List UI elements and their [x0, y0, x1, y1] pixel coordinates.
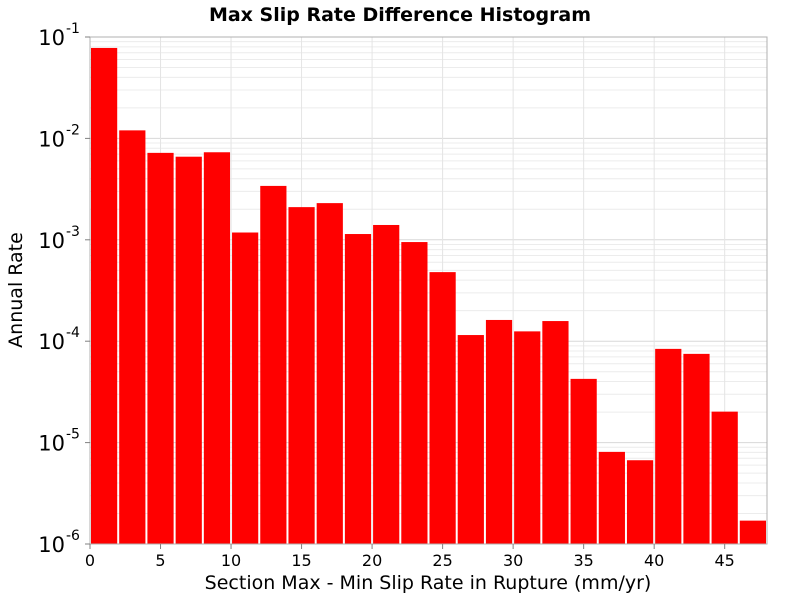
y-axis-label: Annual Rate: [5, 232, 27, 348]
histogram-bar: [260, 185, 287, 545]
y-tick-exponent: -6: [66, 528, 80, 544]
histogram-bar: [119, 130, 146, 544]
x-tick-label: 20: [362, 551, 382, 570]
histogram-bar: [570, 378, 597, 544]
x-tick-label: 15: [291, 551, 311, 570]
histogram-bar: [91, 47, 118, 544]
histogram-bar: [655, 348, 682, 544]
histogram-bar: [485, 319, 513, 544]
histogram-bar: [457, 335, 484, 544]
grid-lines: [89, 37, 767, 545]
y-tick-label: 10: [38, 533, 65, 557]
histogram-bar: [711, 411, 738, 544]
histogram-bar: [401, 242, 428, 544]
histogram-bar: [147, 152, 174, 544]
x-tick-label: 5: [155, 551, 165, 570]
x-axis-ticks: 0 5 10 15 20 25 30 35 40 45: [85, 544, 735, 570]
y-tick-exponent: -4: [66, 325, 80, 341]
x-tick-label: 40: [644, 551, 664, 570]
histogram-bar: [542, 321, 569, 544]
histogram-bar: [598, 451, 625, 544]
y-tick-label: 10: [38, 432, 65, 456]
histogram-bar: [626, 460, 654, 544]
histogram-bar: [739, 520, 766, 544]
x-tick-label: 25: [432, 551, 452, 570]
y-tick-label: 10: [38, 127, 65, 151]
x-tick-label: 45: [715, 551, 735, 570]
bars: [91, 47, 766, 545]
chart-title: Max Slip Rate Difference Histogram: [209, 4, 591, 26]
histogram-bar: [288, 207, 315, 545]
plot-frame: [89, 36, 768, 545]
histogram-bar: [429, 272, 456, 544]
y-tick-label: 10: [38, 26, 65, 50]
x-tick-label: 0: [85, 551, 95, 570]
histogram-bar: [373, 224, 400, 545]
histogram-bar: [175, 156, 202, 544]
y-tick-label: 10: [38, 229, 65, 253]
y-axis-ticks: 10-610-510-410-310-210-1: [38, 21, 90, 557]
y-tick-exponent: -3: [66, 224, 80, 240]
histogram-bar: [683, 353, 710, 544]
histogram-bar: [203, 152, 231, 544]
y-tick-exponent: -5: [66, 427, 80, 443]
x-tick-label: 10: [221, 551, 241, 570]
x-tick-label: 30: [503, 551, 523, 570]
x-tick-label: 35: [573, 551, 593, 570]
histogram-bar: [316, 203, 343, 545]
y-tick-label: 10: [38, 330, 65, 354]
y-tick-exponent: -2: [66, 122, 80, 138]
x-axis-label: Section Max - Min Slip Rate in Rupture (…: [205, 572, 652, 594]
histogram-bar: [344, 234, 372, 544]
histogram-bar: [514, 331, 541, 544]
histogram-bar: [232, 232, 259, 544]
y-tick-exponent: -1: [66, 21, 80, 37]
